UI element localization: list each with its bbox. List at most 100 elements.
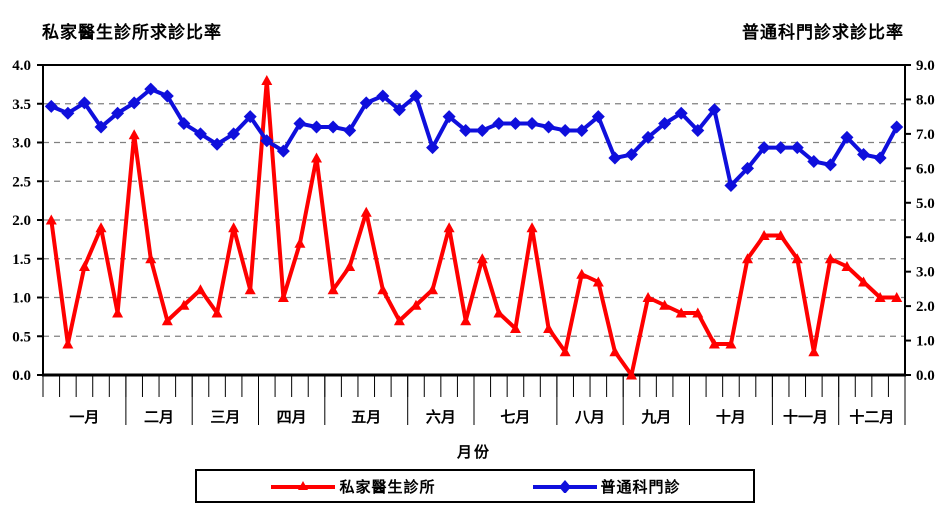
month-label: 九月	[640, 408, 671, 426]
private-clinics-marker	[824, 253, 836, 264]
gopc-marker	[525, 117, 539, 131]
private-clinics-marker	[858, 276, 870, 287]
gopc-marker	[741, 161, 755, 175]
left-axis-tick-label: 1.5	[12, 252, 31, 268]
left-axis-title: 私家醫生診所求診比率	[42, 23, 222, 42]
gopc-marker	[177, 117, 191, 131]
gopc-marker	[857, 148, 871, 162]
month-label: 十一月	[783, 408, 828, 426]
gopc-marker	[508, 117, 522, 131]
gopc-marker	[94, 120, 108, 134]
private-clinics-marker	[775, 230, 787, 240]
private-clinics-marker	[476, 253, 488, 264]
gopc-marker	[823, 158, 837, 172]
private-clinics-marker	[178, 299, 190, 310]
private-clinics-marker	[758, 230, 770, 240]
private-clinics-marker	[675, 307, 687, 318]
gopc-marker	[409, 89, 423, 103]
right-axis-title: 普通科門診求診比率	[742, 23, 904, 42]
gopc-marker	[591, 110, 605, 124]
gopc-marker	[260, 134, 274, 148]
gopc-marker	[210, 137, 224, 151]
private-clinics-marker	[526, 222, 538, 233]
private-clinics-marker	[625, 369, 637, 380]
gopc-marker	[658, 117, 672, 131]
gopc-marker	[77, 96, 91, 110]
gopc-marker	[160, 89, 174, 103]
private-clinics-marker	[559, 346, 571, 357]
private-clinics-legend-swatch-icon	[271, 481, 336, 490]
gopc-marker	[326, 120, 340, 134]
private-clinics-marker	[62, 338, 74, 349]
private-clinics-marker	[808, 346, 820, 357]
private-clinics-marker	[228, 222, 240, 233]
gopc-marker	[61, 106, 75, 120]
private-clinics-marker	[145, 253, 157, 264]
gopc-marker	[558, 123, 572, 137]
left-axis-tick-label: 1.0	[12, 291, 31, 307]
gopc-marker	[807, 154, 821, 168]
private-clinics-marker	[327, 284, 339, 295]
private-clinics-marker	[891, 292, 903, 302]
month-label: 五月	[351, 409, 381, 426]
month-label: 三月	[210, 409, 240, 426]
private-clinics-marker	[277, 292, 289, 302]
month-label: 十二月	[849, 408, 894, 426]
legend-item-gopc: 普通科門診	[531, 476, 681, 497]
private-clinics-marker	[112, 307, 124, 318]
left-axis-tick-label: 2.0	[12, 213, 31, 229]
gopc-marker	[392, 103, 406, 117]
private-clinics-marker	[244, 284, 256, 295]
private-clinics-marker	[377, 284, 389, 295]
gopc-marker	[724, 179, 738, 193]
private-clinics-marker	[543, 323, 555, 333]
right-axis-tick-label: 1.0	[916, 334, 935, 350]
left-axis-tick-label: 3.5	[12, 97, 31, 113]
private-clinics-marker	[78, 261, 90, 271]
private-clinics-marker	[294, 237, 306, 248]
gopc-marker	[790, 141, 804, 155]
month-label: 二月	[144, 409, 174, 426]
month-label: 一月	[69, 409, 99, 426]
private-clinics-marker	[95, 222, 107, 233]
gopc-marker	[608, 151, 622, 165]
gopc-marker	[840, 130, 854, 144]
left-axis-tick-label: 0.0	[12, 368, 31, 384]
right-axis-tick-label: 4.0	[916, 230, 935, 246]
gopc-marker	[757, 141, 771, 155]
gopc-marker	[193, 127, 207, 141]
month-label: 四月	[277, 409, 307, 426]
private-clinics-marker	[344, 261, 356, 271]
private-clinics-line	[49, 78, 897, 377]
gopc-marker	[310, 120, 324, 134]
gopc-marker	[127, 96, 141, 110]
legend-item-private-clinics: 私家醫生診所	[269, 476, 435, 497]
private-clinics-marker	[460, 315, 472, 326]
private-clinics-marker	[708, 338, 720, 349]
gopc-marker	[575, 123, 589, 137]
right-axis-tick-label: 9.0	[916, 58, 935, 74]
right-axis-tick-label: 6.0	[916, 161, 935, 177]
gopc-marker	[442, 110, 456, 124]
gopc-marker	[691, 123, 705, 137]
legend-label-private-clinics: 私家醫生診所	[339, 479, 436, 496]
gopc-marker	[343, 123, 357, 137]
gopc-line	[50, 87, 899, 188]
private-clinics-marker	[742, 253, 754, 264]
left-axis-tick-label: 2.5	[12, 174, 31, 190]
gopc-marker	[542, 120, 556, 134]
left-axis-tick-label: 3.0	[12, 136, 31, 152]
private-clinics-marker	[45, 214, 57, 225]
gopc-marker	[492, 117, 506, 131]
private-clinics-marker	[128, 129, 140, 140]
gopc-marker	[144, 82, 158, 96]
private-clinics-marker	[592, 276, 604, 287]
private-clinics-marker	[360, 206, 372, 217]
private-clinics-marker	[659, 299, 671, 310]
private-clinics-marker	[493, 307, 505, 318]
gopc-marker	[376, 89, 390, 103]
gopc-marker	[359, 96, 373, 110]
right-axis-tick-label: 0.0	[916, 368, 935, 384]
left-axis-tick-label: 4.0	[12, 58, 31, 74]
private-clinics-marker	[841, 261, 853, 271]
